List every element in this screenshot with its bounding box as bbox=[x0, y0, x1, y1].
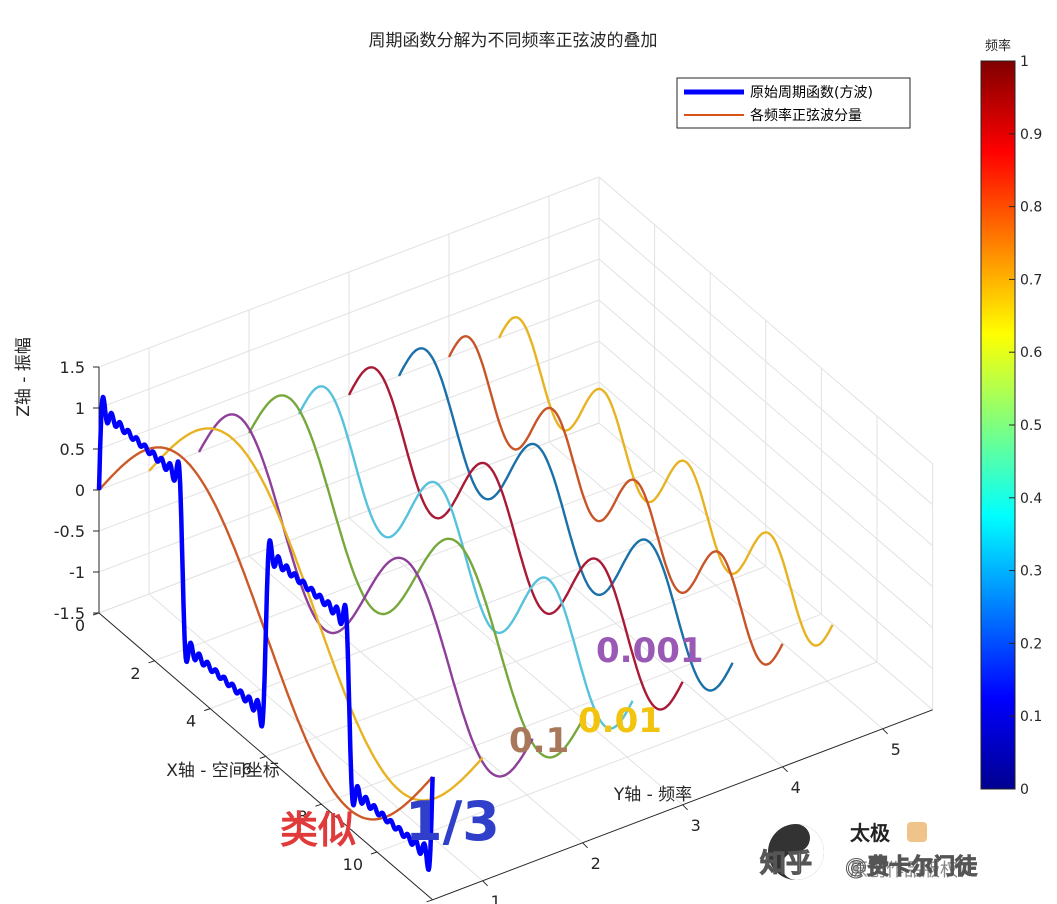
wall-grid-line bbox=[598, 258, 933, 547]
colorbar-tick-label: 0.1 bbox=[1020, 709, 1042, 725]
x-tick-label: 12 bbox=[398, 903, 418, 904]
author-badge-icon bbox=[907, 822, 927, 842]
y-tick-label: 2 bbox=[591, 854, 601, 873]
wall-grid-line bbox=[598, 340, 933, 629]
z-tick-label: 1.5 bbox=[60, 358, 85, 377]
x-tick-mark bbox=[370, 851, 378, 855]
y-tick-label: 3 bbox=[691, 816, 701, 835]
colorbar-tick-label: 0 bbox=[1020, 782, 1029, 798]
colorbar-tick-label: 0.4 bbox=[1020, 491, 1042, 507]
wall-grid-line bbox=[98, 217, 600, 409]
floor-grid-line bbox=[448, 479, 783, 768]
watermark: 太极 知乎 @费卡尔门徒 原创作品版权 bbox=[760, 821, 979, 881]
colorbar-tick-label: 0.7 bbox=[1020, 272, 1042, 288]
z-axis-label: Z轴 - 振幅 bbox=[14, 337, 34, 417]
colorbar-tick-label: 0.8 bbox=[1020, 200, 1042, 216]
x-tick-mark bbox=[148, 660, 155, 664]
z-tick-label: 0 bbox=[75, 481, 85, 500]
floor-grid-line bbox=[348, 517, 683, 806]
x-tick-mark bbox=[426, 899, 433, 903]
annotation-0001: 0.001 bbox=[596, 631, 704, 671]
legend-label-square-wave: 原始周期函数(方波) bbox=[750, 85, 873, 101]
x-tick-mark bbox=[315, 803, 322, 807]
sine-component-line bbox=[397, 347, 734, 692]
wall-grid-line bbox=[598, 422, 933, 711]
annotation-001: 0.01 bbox=[578, 701, 662, 741]
z-tick-label: 0.5 bbox=[60, 440, 85, 459]
y-tick-mark bbox=[582, 842, 588, 849]
floor-grid-line bbox=[548, 441, 883, 730]
x-tick-label: 8 bbox=[297, 807, 307, 826]
floor-grid-line bbox=[148, 593, 483, 882]
wall-grid-line bbox=[598, 217, 933, 506]
z-tick-label: -0.5 bbox=[54, 522, 85, 541]
watermark-note: 原创作品版权 bbox=[850, 860, 958, 881]
y-tick-mark bbox=[782, 766, 788, 773]
legend-box bbox=[676, 77, 911, 129]
colorbar: 频率 1 0.9 0.8 0.7 0.6 0.5 0.4 0.3 0.2 0.1 0 bbox=[980, 38, 1042, 798]
y-tick-mark bbox=[482, 880, 488, 887]
colorbar-label: 频率 bbox=[985, 38, 1011, 54]
z-tick-label: -1.5 bbox=[54, 604, 85, 623]
wall-grid-line bbox=[598, 176, 933, 465]
y-tick-label: 1 bbox=[491, 892, 501, 904]
wall-grid-line bbox=[98, 258, 600, 450]
axis-ticks: 024681012123451.510.50-0.5-1-1.5 bbox=[54, 358, 901, 904]
colorbar-tick-label: 0.9 bbox=[1020, 127, 1042, 143]
sine-component-line bbox=[297, 385, 634, 730]
x-tick-mark bbox=[259, 755, 266, 759]
watermark-handle: @费卡尔门徒 bbox=[845, 854, 978, 880]
y-axis-label: Y轴 - 频率 bbox=[613, 785, 692, 805]
annotation-01: 0.1 bbox=[509, 721, 569, 761]
x-tick-label: 0 bbox=[75, 616, 85, 635]
colorbar-tick-label: 0.2 bbox=[1020, 636, 1042, 652]
sine-component-line bbox=[247, 394, 584, 759]
x-tick-label: 2 bbox=[130, 664, 140, 683]
annotation-one-third: 1/3 bbox=[405, 790, 500, 853]
sine-component-line bbox=[347, 366, 684, 711]
watermark-author: 太极 bbox=[850, 821, 891, 845]
wall-grid-line bbox=[98, 176, 600, 368]
sine-component-line bbox=[197, 413, 534, 778]
y-tick-label: 4 bbox=[791, 778, 801, 797]
sine-component-line bbox=[497, 315, 834, 647]
x-axis-label: X轴 - 空间坐标 bbox=[166, 761, 280, 781]
y-tick-mark bbox=[682, 804, 688, 811]
z-tick-label: 1 bbox=[75, 399, 85, 418]
wall-grid-line bbox=[598, 381, 933, 670]
x-tick-mark bbox=[204, 708, 211, 712]
plot-lines bbox=[96, 315, 834, 873]
sine-component-line bbox=[447, 334, 784, 666]
y-tick-label: 5 bbox=[891, 740, 901, 759]
floor-grid-line bbox=[248, 555, 583, 844]
legend: 原始周期函数(方波) 各频率正弦波分量 bbox=[676, 77, 911, 129]
colorbar-tick-label: 0.5 bbox=[1020, 418, 1042, 434]
y-tick-mark bbox=[882, 728, 888, 735]
colorbar-tick-label: 1 bbox=[1020, 54, 1029, 70]
colorbar-tick-label: 0.3 bbox=[1020, 564, 1042, 580]
square-wave-line bbox=[96, 394, 435, 873]
sine-component-line bbox=[148, 427, 484, 802]
z-tick-label: -1 bbox=[69, 563, 85, 582]
wall-grid-line bbox=[598, 299, 933, 588]
x-tick-label: 4 bbox=[186, 712, 196, 731]
legend-label-sine-components: 各频率正弦波分量 bbox=[750, 107, 862, 124]
chart-title: 周期函数分解为不同频率正弦波的叠加 bbox=[369, 31, 658, 51]
x-tick-label: 10 bbox=[343, 855, 363, 874]
annotation-similar: 类似 bbox=[280, 808, 356, 852]
colorbar-tick-label: 0.6 bbox=[1020, 345, 1042, 361]
watermark-site: 知乎 bbox=[760, 849, 812, 879]
x-tick-label: 6 bbox=[242, 759, 252, 778]
